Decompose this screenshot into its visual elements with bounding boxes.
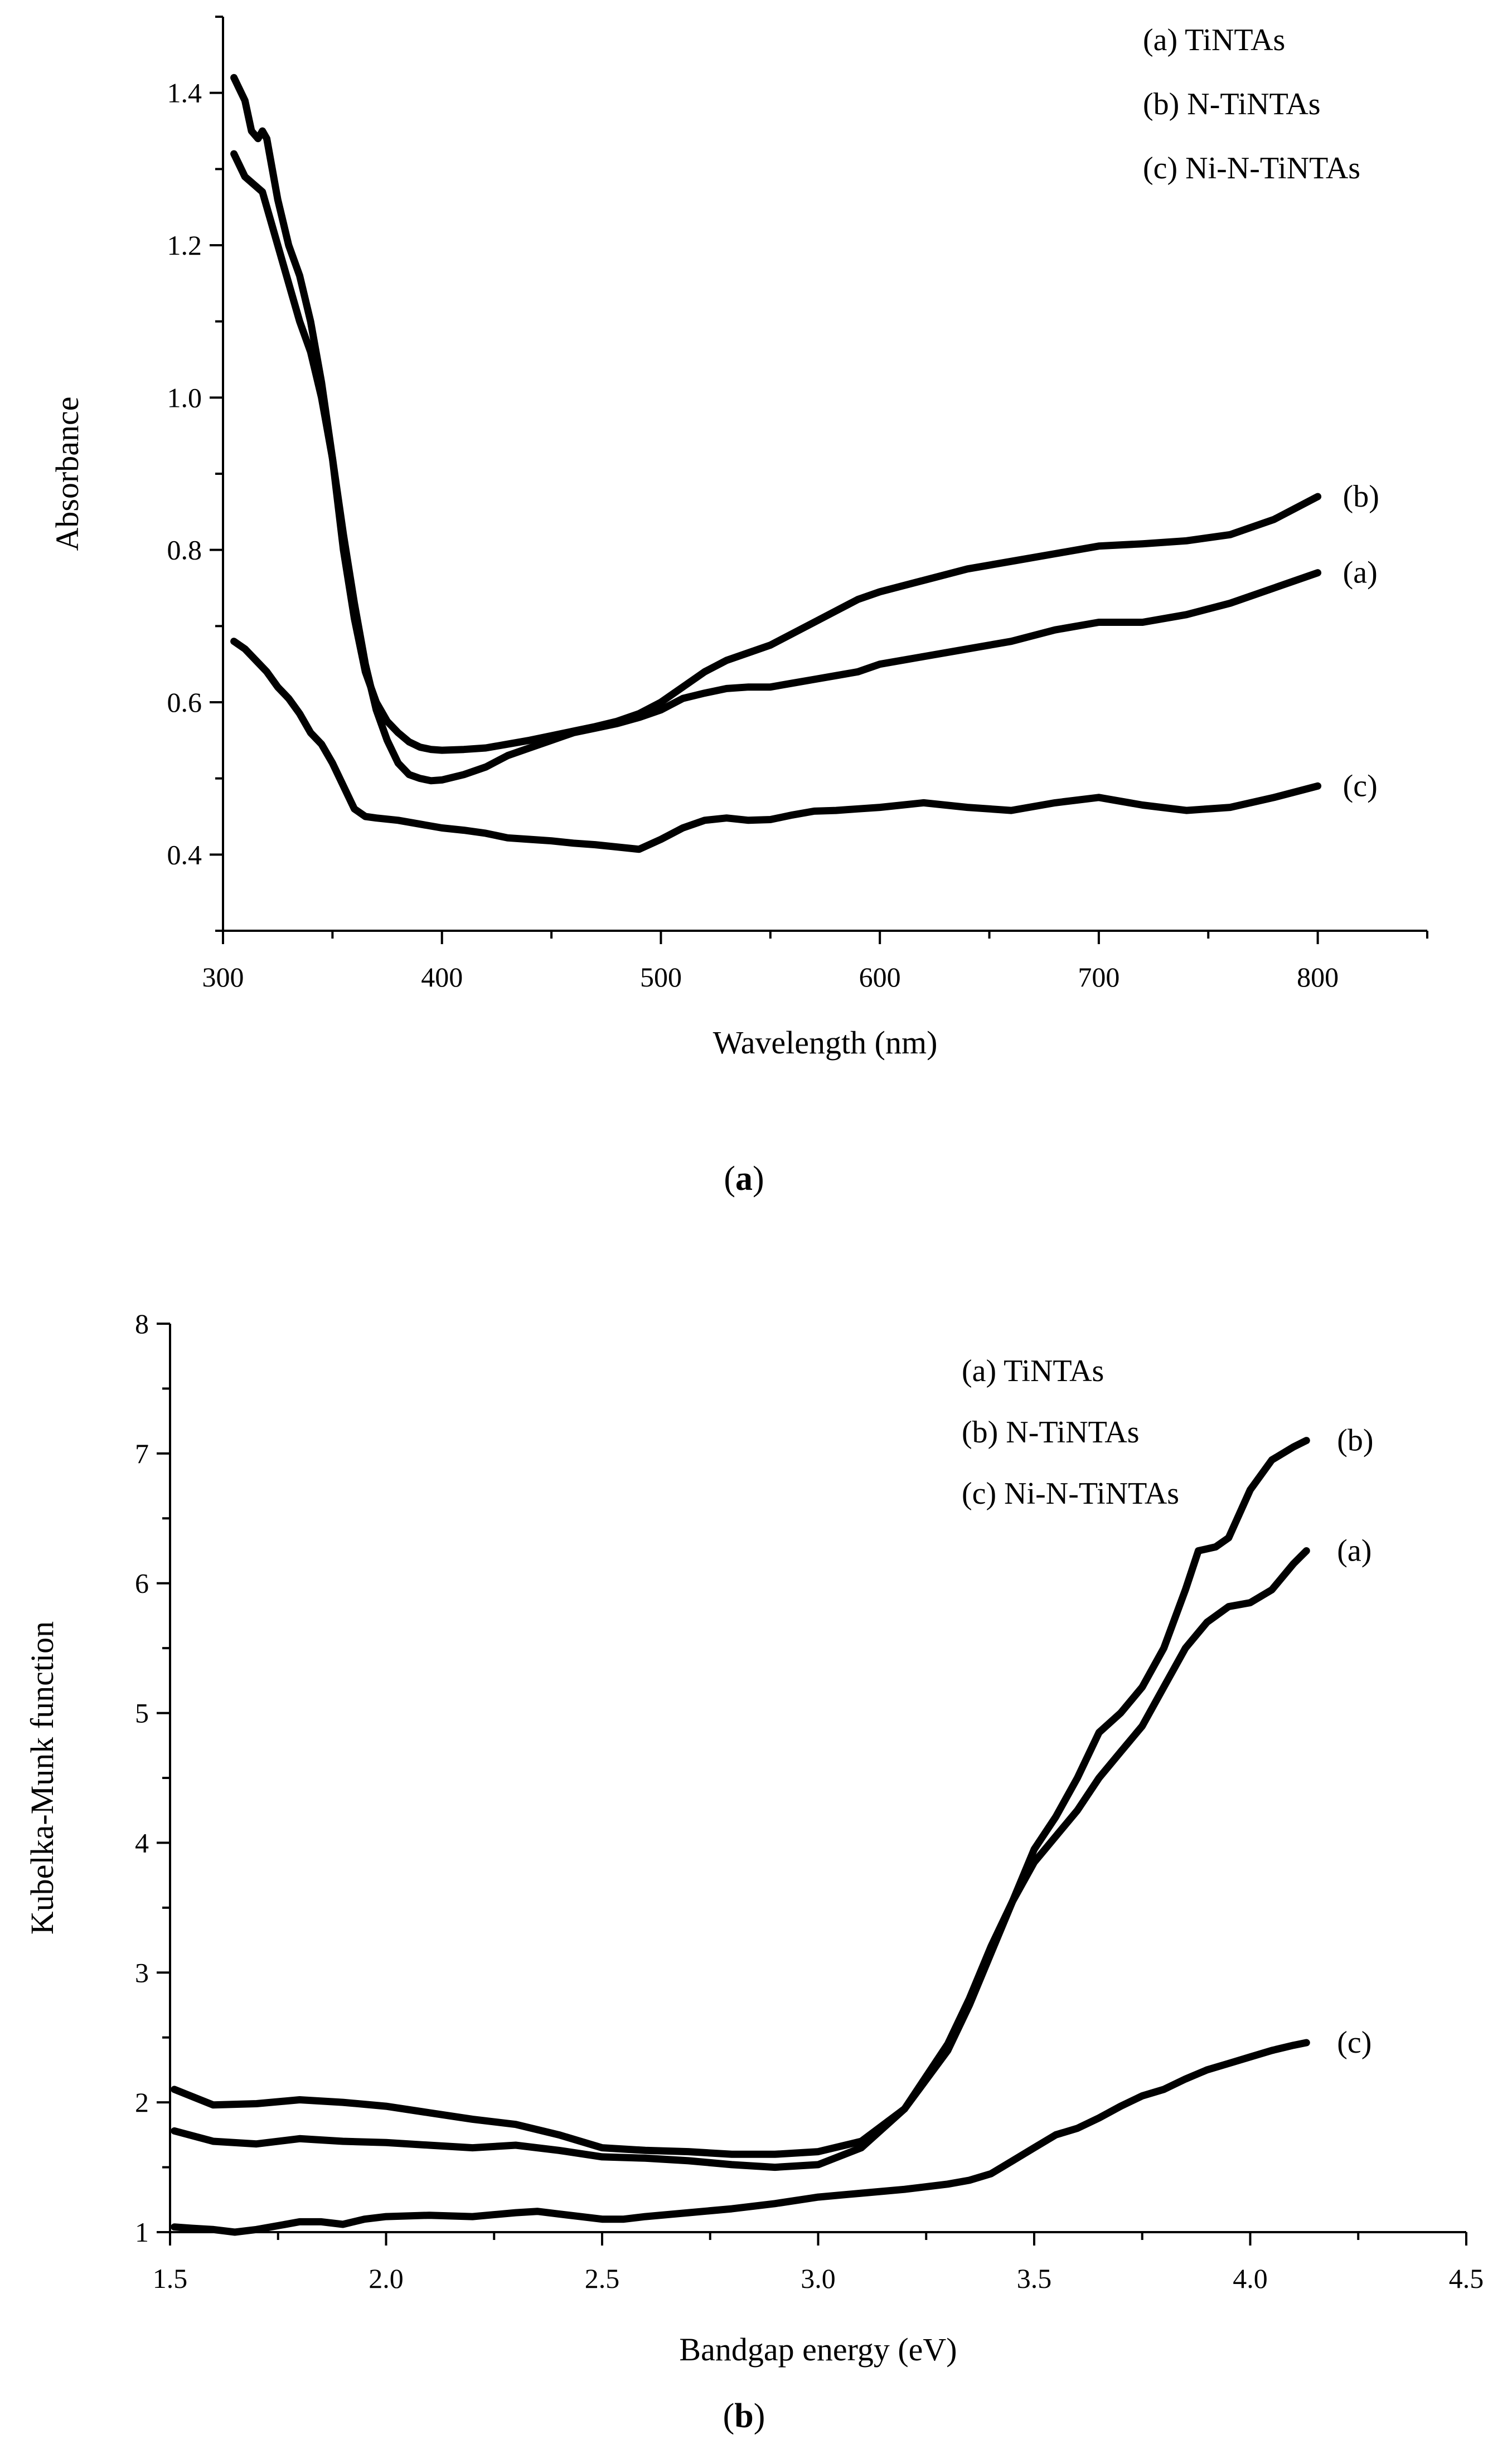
series-end-label-b-0: (a) <box>1337 1534 1371 1568</box>
x-tick-label-a: 400 <box>421 961 463 993</box>
x-tick-label-b: 3.0 <box>801 2263 836 2294</box>
y-tick-label-a: 0.8 <box>167 534 202 566</box>
caption-b-letter: b <box>734 2397 754 2435</box>
series-end-label-a-0: (a) <box>1343 556 1378 590</box>
y-tick-label-b: 4 <box>135 1827 149 1858</box>
x-tick-label-b: 2.0 <box>369 2263 404 2294</box>
x-axis-title-b: Bandgap energy (eV) <box>679 2331 957 2368</box>
x-tick-label-b: 1.5 <box>153 2263 188 2294</box>
y-tick-label-a: 1.4 <box>167 77 202 109</box>
x-tick-label-a: 300 <box>202 961 244 993</box>
caption-b: (b) <box>723 2397 765 2435</box>
y-axis-title-b: Kubelka-Munk function <box>24 1621 60 1935</box>
series-line-b-1 <box>171 1437 1310 2158</box>
y-tick-label-b: 1 <box>135 2217 149 2248</box>
caption-a-letter: a <box>735 1160 753 1198</box>
y-tick-label-b: 8 <box>135 1308 149 1339</box>
x-tick-label-a: 800 <box>1297 961 1339 993</box>
y-tick-label-a: 0.4 <box>167 839 202 870</box>
x-tick-label-b: 3.5 <box>1017 2263 1052 2294</box>
legend-entry-a-2: (c) Ni-N-TiNTAs <box>1143 151 1360 186</box>
y-axis-title-a: Absorbance <box>49 396 85 551</box>
series-line-b-0 <box>171 1547 1310 2171</box>
legend-entry-a-0: (a) TiNTAs <box>1143 23 1285 57</box>
series-line-a-2 <box>230 638 1322 853</box>
y-tick-label-a: 1.0 <box>167 382 202 413</box>
series-line-a-0 <box>230 150 1322 785</box>
chart-a: 300 400 500 600 700 800 0.4 0.6 0.8 1.0 1.2 1.4 Wave… <box>49 16 1428 1061</box>
legend-entry-b-2: (c) Ni-N-TiNTAs <box>962 1476 1179 1511</box>
x-tick-label-b: 4.0 <box>1233 2263 1268 2294</box>
x-axis-title-a: Wavelength (nm) <box>713 1024 938 1061</box>
series-end-label-b-1: (b) <box>1337 1423 1373 1458</box>
figure-a: 300 400 500 600 700 800 0.4 0.6 0.8 1.0 1.2 1.4 Wave… <box>0 0 1488 1226</box>
y-tick-label-b: 6 <box>135 1568 149 1599</box>
figure-b: 1.5 2.0 2.5 3.0 3.5 4.0 4.5 1 2 3 4 5 6 7 8 Bandgap ene… <box>0 1282 1488 2464</box>
series-end-label-a-1: (b) <box>1343 479 1379 514</box>
legend-entry-b-1: (b) N-TiNTAs <box>962 1415 1140 1450</box>
series-end-label-a-2: (c) <box>1343 769 1378 803</box>
x-tick-label-a: 700 <box>1078 961 1119 993</box>
series-line-a-1 <box>230 74 1322 754</box>
y-tick-label-a: 0.6 <box>167 687 202 718</box>
series-end-label-b-2: (c) <box>1337 2025 1371 2060</box>
y-tick-label-b: 7 <box>135 1438 149 1469</box>
series-line-b-2 <box>171 2039 1310 2236</box>
x-tick-label-a: 500 <box>640 961 682 993</box>
chart-b: 1.5 2.0 2.5 3.0 3.5 4.0 4.5 1 2 3 4 5 6 7 8 Bandgap ene… <box>24 1308 1484 2368</box>
y-tick-label-a: 1.2 <box>167 230 202 261</box>
y-tick-label-b: 3 <box>135 1957 149 1988</box>
caption-a: (a) <box>724 1160 764 1198</box>
legend-entry-b-0: (a) TiNTAs <box>962 1354 1104 1388</box>
x-tick-label-b: 4.5 <box>1449 2263 1484 2294</box>
legend-entry-a-1: (b) N-TiNTAs <box>1143 87 1321 122</box>
y-tick-label-b: 2 <box>135 2087 149 2118</box>
x-tick-label-a: 600 <box>859 961 901 993</box>
x-tick-label-b: 2.5 <box>585 2263 620 2294</box>
y-tick-label-b: 5 <box>135 1698 149 1729</box>
